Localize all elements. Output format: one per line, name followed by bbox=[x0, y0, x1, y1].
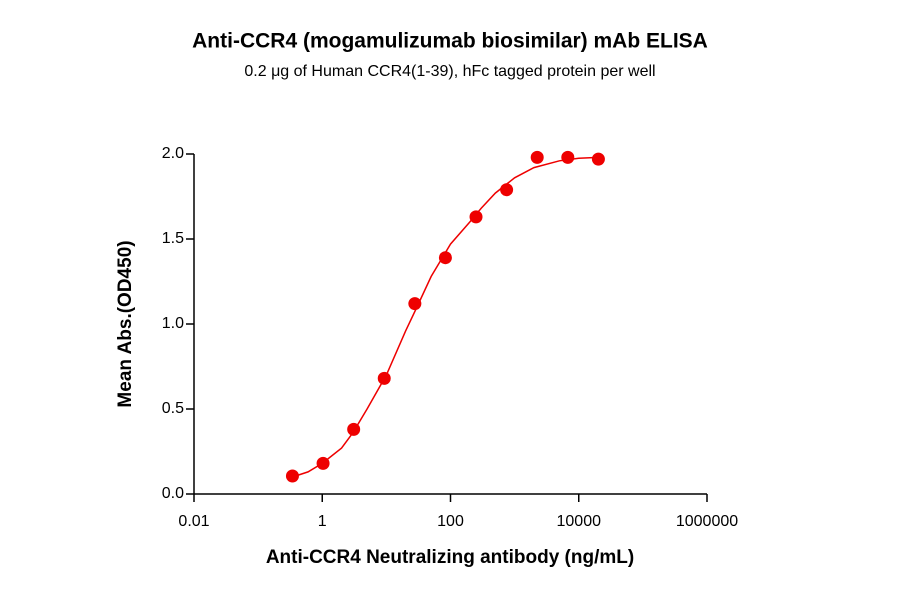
chart-subtitle: 0.2 μg of Human CCR4(1-39), hFc tagged p… bbox=[244, 63, 655, 80]
data-point bbox=[438, 251, 452, 265]
data-point bbox=[316, 456, 330, 470]
x-tick-label: 0.01 bbox=[178, 513, 209, 530]
data-point bbox=[408, 297, 422, 311]
x-axis-label: Anti-CCR4 Neutralizing antibody (ng/mL) bbox=[266, 547, 634, 568]
y-tick-label: 1.0 bbox=[162, 315, 184, 332]
x-tick-label: 100 bbox=[437, 513, 464, 530]
data-point bbox=[377, 371, 391, 385]
y-axis-label: Mean Abs.(OD450) bbox=[115, 240, 136, 407]
data-point bbox=[561, 150, 575, 164]
x-tick-label: 1000000 bbox=[676, 513, 738, 530]
y-tick-label: 0.5 bbox=[162, 400, 184, 417]
x-tick-label: 10000 bbox=[557, 513, 602, 530]
data-point bbox=[347, 422, 361, 436]
data-point bbox=[591, 152, 605, 166]
data-point bbox=[285, 469, 299, 483]
chart-title: Anti-CCR4 (mogamulizumab biosimilar) mAb… bbox=[192, 30, 708, 53]
data-point bbox=[500, 183, 514, 197]
y-tick-label: 1.5 bbox=[162, 230, 184, 247]
data-point bbox=[469, 210, 483, 224]
data-point bbox=[530, 150, 544, 164]
y-tick-label: 2.0 bbox=[162, 145, 184, 162]
x-tick-label: 1 bbox=[318, 513, 327, 530]
fit-curve bbox=[292, 156, 599, 478]
y-tick-label: 0.0 bbox=[162, 485, 184, 502]
